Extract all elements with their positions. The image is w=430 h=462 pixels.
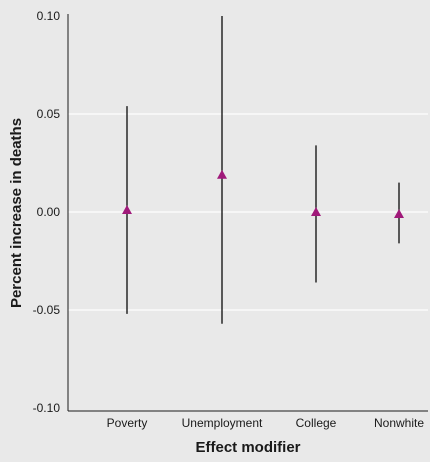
y-tick-label: -0.10 [33,401,61,415]
gridlines [68,113,428,311]
x-tick-label: Poverty [107,416,148,430]
y-tick-label: 0.10 [37,9,61,23]
y-tick-labels: 0.10 0.05 0.00 -0.05 -0.10 [33,9,61,415]
x-tick-label: Nonwhite [374,416,424,430]
point-estimate-marker [394,208,404,218]
x-tick-labels: Poverty Unemployment College Nonwhite [107,416,425,430]
x-tick-label: College [296,416,337,430]
x-tick-label: Unemployment [182,416,263,430]
data-marks [122,16,404,324]
point-estimate-marker [311,207,321,216]
point-estimate-marker [122,205,132,215]
y-axis-title: Percent increase in deaths [8,118,25,308]
y-tick-label: 0.00 [37,205,61,219]
y-tick-label: -0.05 [33,303,61,317]
y-tick-label: 0.05 [37,107,61,121]
point-estimate-marker [217,169,227,179]
x-axis-title: Effect modifier [195,439,300,456]
